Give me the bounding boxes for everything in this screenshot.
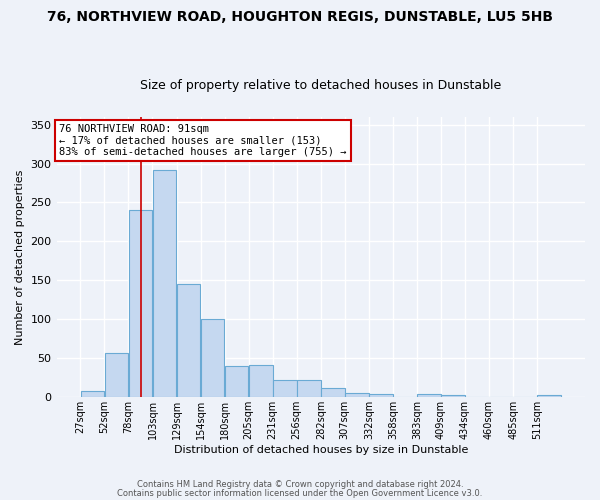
Text: Contains HM Land Registry data © Crown copyright and database right 2024.: Contains HM Land Registry data © Crown c… [137, 480, 463, 489]
Bar [225, 366, 248, 398]
Bar [201, 320, 224, 398]
Bar [249, 364, 272, 398]
Y-axis label: Number of detached properties: Number of detached properties [15, 170, 25, 344]
Bar [80, 391, 104, 398]
Bar [297, 380, 320, 398]
Bar [417, 394, 441, 398]
X-axis label: Distribution of detached houses by size in Dunstable: Distribution of detached houses by size … [173, 445, 468, 455]
Text: Contains public sector information licensed under the Open Government Licence v3: Contains public sector information licen… [118, 488, 482, 498]
Bar [273, 380, 296, 398]
Bar [152, 170, 176, 398]
Bar [538, 395, 561, 398]
Bar [128, 210, 152, 398]
Title: Size of property relative to detached houses in Dunstable: Size of property relative to detached ho… [140, 79, 502, 92]
Bar [441, 395, 465, 398]
Bar [177, 284, 200, 398]
Bar [345, 392, 368, 398]
Bar [321, 388, 344, 398]
Text: 76, NORTHVIEW ROAD, HOUGHTON REGIS, DUNSTABLE, LU5 5HB: 76, NORTHVIEW ROAD, HOUGHTON REGIS, DUNS… [47, 10, 553, 24]
Bar [369, 394, 393, 398]
Bar [104, 353, 128, 398]
Text: 76 NORTHVIEW ROAD: 91sqm
← 17% of detached houses are smaller (153)
83% of semi-: 76 NORTHVIEW ROAD: 91sqm ← 17% of detach… [59, 124, 347, 157]
